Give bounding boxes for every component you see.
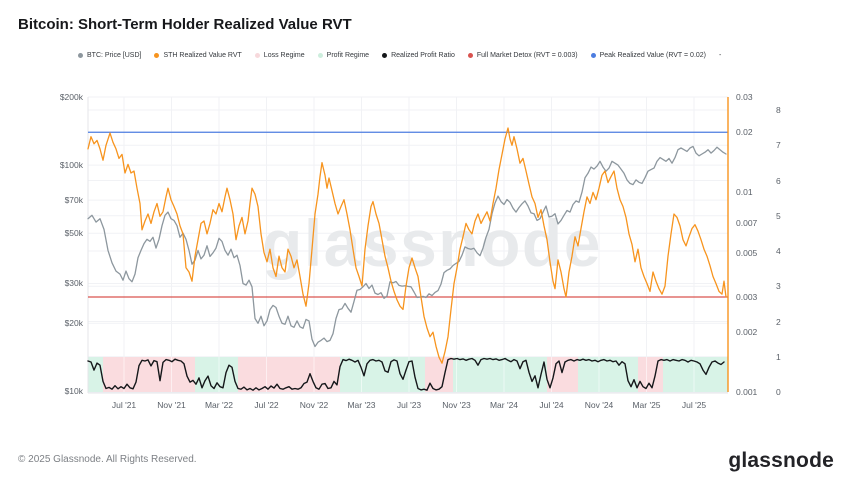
ratio-axis-tick: 2 [776,316,781,327]
ratio-axis-tick: 8 [776,105,781,115]
rvt-axis-tick: 0.02 [736,127,753,138]
legend-marker-icon [590,53,596,58]
legend-item-label: Realized Profit Ratio [391,52,455,59]
rvt-axis-tick: 0.007 [736,218,758,229]
legend-item[interactable]: Profit Regime [317,52,370,59]
legend-item[interactable]: BTC: Price [USD] [78,52,141,59]
date-axis-tick: Jul '22 [254,400,279,410]
profit-regime-band [578,357,638,392]
legend-item[interactable]: Peak Realized Value (RVT = 0.02) [590,52,706,59]
price-axis-tick: $50k [64,228,83,239]
date-axis-tick: Jul '21 [111,400,137,410]
price-axis-tick: $200k [59,92,83,102]
date-axis-tick: Jul '24 [539,400,564,410]
footer-copyright: © 2025 Glassnode. All Rights Reserved. [18,454,197,465]
legend-marker-icon [467,53,473,58]
date-axis-tick: Jul '23 [396,400,422,410]
date-axis-tick: Jul '25 [681,400,707,410]
rvt-axis-tick: 0.002 [736,327,758,338]
legend-item-label: Peak Realized Value (RVT = 0.02) [599,52,706,59]
date-axis-tick: Nov '23 [442,400,471,410]
btc-price-line [87,145,727,348]
sth-rvt-line [87,127,727,364]
legend-item-label: STH Realized Value RVT [163,52,242,59]
legend-marker-icon [154,53,160,58]
date-axis-tick: Mar '25 [632,400,661,410]
date-axis-tick: Mar '23 [347,400,376,410]
legend-item[interactable]: Loss Regime [254,52,305,59]
rvt-axis-tick: 0.003 [736,292,758,302]
ratio-axis-tick: 7 [776,140,781,151]
date-axis-tick: Nov '21 [157,400,186,410]
price-axis-tick: $70k [64,195,83,206]
ratio-axis-tick: 5 [776,210,781,221]
ratio-axis-tick: 6 [776,175,781,186]
date-axis-tick: Nov '24 [584,400,614,410]
ratio-axis-tick: 0 [776,387,781,397]
page-title: Bitcoin: Short-Term Holder Realized Valu… [18,16,352,33]
legend-marker-icon [254,53,260,58]
price-axis-tick: $30k [64,278,83,289]
legend-item[interactable]: STH Realized Value RVT [154,52,242,59]
legend-item-label: Full Market Detox (RVT = 0.003) [476,52,578,59]
rvt-axis-tick: 0.001 [736,387,758,398]
ratio-axis-tick: 3 [776,281,781,292]
legend-marker-icon [317,53,323,58]
profit-regime-band [453,357,547,392]
ratio-axis-tick: 4 [776,246,781,256]
date-axis-tick: Mar '24 [489,400,519,410]
price-axis-tick: $100k [59,160,83,171]
glassnode-logo: glassnode [728,449,834,472]
price-axis-tick: $10k [64,386,83,397]
date-axis-tick: Nov '22 [299,400,329,410]
rvt-axis-tick: 0.01 [736,187,753,198]
legend-marker-icon [78,53,83,58]
chart-legend: BTC: Price [USD] STH Realized Value RVT Lo… [78,52,721,59]
legend-item[interactable]: - [719,52,721,59]
rvt-axis-tick: 0.005 [736,247,758,258]
date-axis-tick: Mar '22 [204,400,234,410]
profit-regime-band [663,357,728,392]
glassnode-watermark: glassnode [262,206,602,280]
rvt-axis-tick: 0.03 [736,92,753,102]
loss-regime-band [425,357,453,392]
legend-item-label: Profit Regime [326,52,370,59]
legend-item-label: BTC: Price [USD] [87,52,142,59]
legend-item[interactable]: Full Market Detox (RVT = 0.003) [467,52,578,59]
price-axis-tick: $20k [64,318,83,329]
legend-item-label: - [719,52,722,59]
legend-item[interactable]: Realized Profit Ratio [382,52,455,59]
realized-profit-ratio-line [87,357,725,391]
legend-marker-icon [382,53,388,58]
legend-item-label: Loss Regime [263,52,305,59]
ratio-axis-tick: 1 [776,351,781,362]
loss-regime-band [547,357,578,392]
